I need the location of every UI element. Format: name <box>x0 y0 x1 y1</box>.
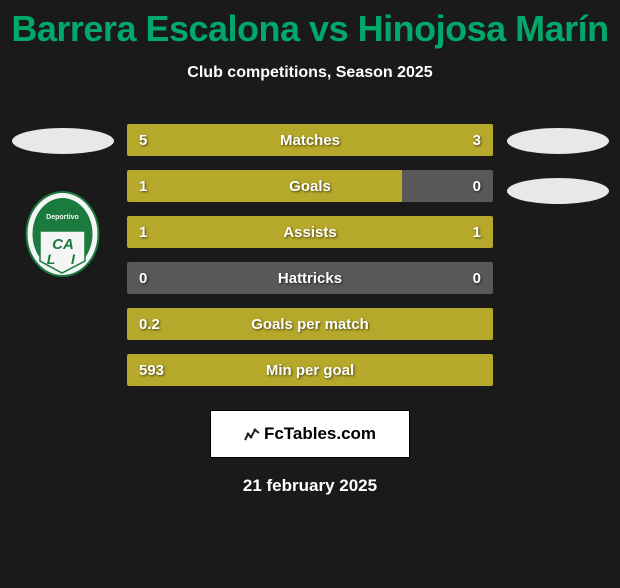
brand-text: FcTables.com <box>244 424 376 444</box>
stat-label: Matches <box>127 132 493 149</box>
stat-row: 0.2Goals per match <box>127 308 493 340</box>
stat-row: 5Matches3 <box>127 124 493 156</box>
date-text: 21 february 2025 <box>0 476 620 496</box>
stats-column: 5Matches31Goals01Assists10Hattricks00.2G… <box>115 124 505 400</box>
stat-label: Goals <box>127 178 493 195</box>
stat-row: 1Assists1 <box>127 216 493 248</box>
placeholder-oval-left-1 <box>12 128 114 154</box>
left-column: Deportivo CA L I <box>10 124 115 400</box>
brand-label: FcTables.com <box>264 424 376 444</box>
deportivo-cali-logo: Deportivo CA L I <box>25 189 100 279</box>
stat-label: Assists <box>127 224 493 241</box>
club-logo-left: Deportivo CA L I <box>25 189 100 284</box>
placeholder-oval-right-1 <box>507 128 609 154</box>
stat-label: Goals per match <box>127 316 493 333</box>
stat-value-right: 1 <box>473 224 481 241</box>
stat-value-right: 0 <box>473 270 481 287</box>
stat-row: 1Goals0 <box>127 170 493 202</box>
placeholder-oval-right-2 <box>507 178 609 204</box>
stat-row: 0Hattricks0 <box>127 262 493 294</box>
svg-text:Deportivo: Deportivo <box>46 214 79 221</box>
stat-row: 593Min per goal <box>127 354 493 386</box>
brand-box[interactable]: FcTables.com <box>210 410 410 458</box>
subtitle: Club competitions, Season 2025 <box>0 64 620 82</box>
stat-value-right: 3 <box>473 132 481 149</box>
chart-icon <box>244 426 260 442</box>
content-area: Deportivo CA L I 5Matches31Goals01Assist… <box>0 124 620 400</box>
page-title: Barrera Escalona vs Hinojosa Marín <box>0 8 620 50</box>
right-column <box>505 124 610 400</box>
stat-label: Hattricks <box>127 270 493 287</box>
stat-value-right: 0 <box>473 178 481 195</box>
infographic-container: Barrera Escalona vs Hinojosa Marín Club … <box>0 8 620 496</box>
stat-label: Min per goal <box>127 362 493 379</box>
svg-text:L: L <box>47 251 56 267</box>
